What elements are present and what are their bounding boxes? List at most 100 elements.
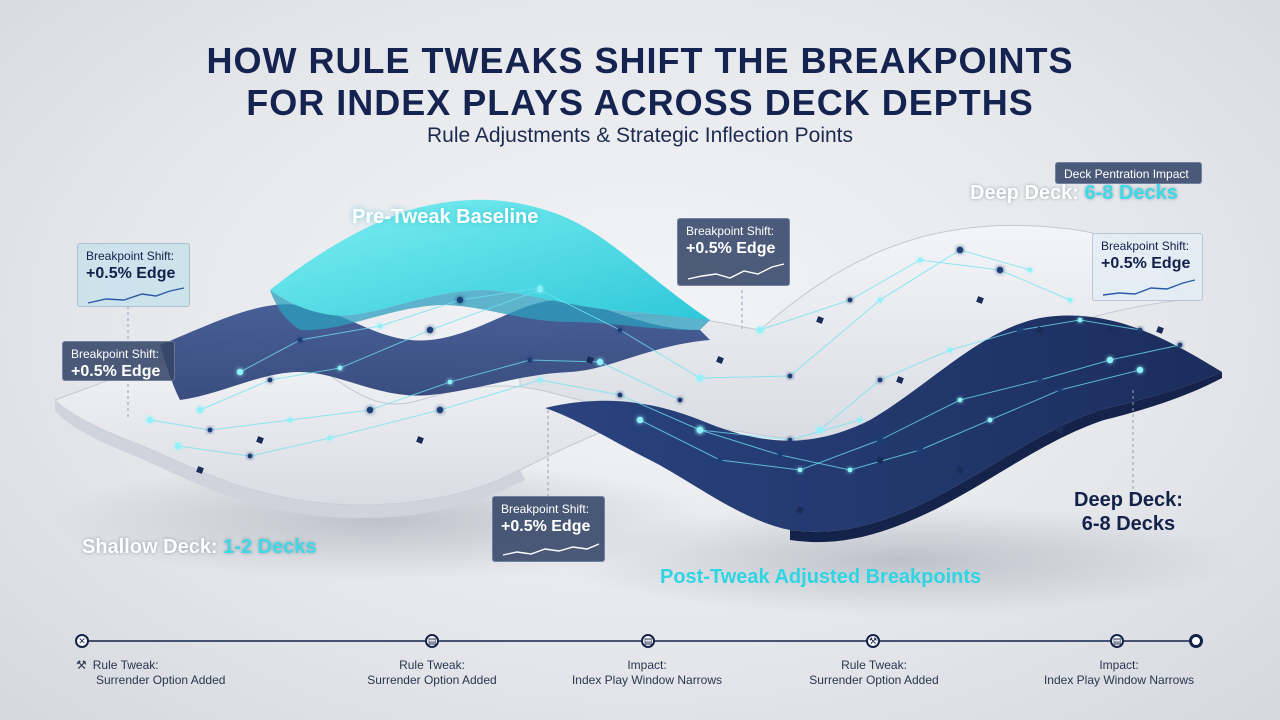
deep-deck-right-line-2: 6-8 Decks bbox=[1081, 513, 1176, 535]
deep-deck-right-label: Deep Deck: 6-8 Decks bbox=[1074, 488, 1183, 536]
network-node bbox=[366, 406, 374, 414]
network-node bbox=[236, 368, 244, 376]
network-node bbox=[756, 326, 764, 334]
floating-cube bbox=[586, 356, 594, 364]
timeline-item-title: Impact: bbox=[627, 658, 667, 672]
floating-cube bbox=[1106, 326, 1114, 334]
post-tweak-label: Post-Tweak Adjusted Breakpoints bbox=[660, 566, 982, 588]
deck-penetration-box: Deck Pentration Impact bbox=[1055, 162, 1202, 184]
network-node bbox=[426, 326, 434, 334]
network-node bbox=[947, 347, 953, 353]
timeline-node-2[interactable]: ▤ bbox=[425, 634, 439, 648]
network-node bbox=[816, 426, 824, 434]
network-node bbox=[377, 323, 383, 329]
network-node bbox=[777, 452, 783, 458]
timeline-item-desc: Surrender Option Added bbox=[96, 673, 226, 687]
timeline-item-1: ⚒ Rule Tweak: Surrender Option Added bbox=[76, 658, 246, 688]
network-node bbox=[1106, 356, 1114, 364]
floating-cube bbox=[416, 436, 424, 444]
network-node bbox=[297, 337, 303, 343]
callout-value: +0.5% Edge bbox=[71, 363, 161, 380]
network-node bbox=[797, 467, 803, 473]
floating-cube bbox=[1156, 326, 1164, 334]
shallow-deck-prefix: Shallow Deck: bbox=[82, 536, 224, 558]
network-node bbox=[1077, 317, 1083, 323]
network-node bbox=[1137, 327, 1143, 333]
network-node bbox=[174, 442, 182, 450]
callout-label: Breakpoint Shift: bbox=[686, 224, 775, 238]
network-layer bbox=[146, 246, 1183, 514]
floating-cube bbox=[896, 376, 904, 384]
network-node bbox=[956, 246, 964, 254]
network-node bbox=[636, 416, 644, 424]
timeline-item-desc: Surrender Option Added bbox=[367, 673, 497, 687]
network-node bbox=[1136, 366, 1144, 374]
post-tweak-edge bbox=[790, 372, 1222, 543]
floating-cube bbox=[976, 296, 984, 304]
network-node bbox=[327, 435, 333, 441]
timeline-node-4[interactable]: ⚒ bbox=[866, 634, 880, 648]
timeline-item-2: Rule Tweak: Surrender Option Added bbox=[352, 658, 512, 688]
floating-cube bbox=[196, 466, 204, 474]
timeline-item-desc: Surrender Option Added bbox=[809, 673, 939, 687]
network-node bbox=[287, 417, 293, 423]
floating-cube bbox=[876, 456, 884, 464]
network-node bbox=[677, 397, 683, 403]
deep-deck-top-value: 6-8 Decks bbox=[1084, 182, 1178, 204]
sparkline-icon bbox=[87, 287, 185, 304]
network-link bbox=[639, 344, 1181, 471]
network-node bbox=[447, 379, 453, 385]
floating-cube bbox=[1036, 326, 1044, 334]
timeline-item-title: Impact: bbox=[1099, 658, 1139, 672]
network-node bbox=[537, 377, 543, 383]
network-node bbox=[146, 416, 154, 424]
callout-label: Breakpoint Shift: bbox=[1101, 239, 1190, 253]
sparkline-icon bbox=[1102, 279, 1196, 296]
network-node bbox=[537, 285, 543, 291]
light-surface-edge bbox=[55, 400, 525, 518]
title-line-1: HOW RULE TWEAKS SHIFT THE BREAKPOINTS bbox=[206, 40, 1074, 81]
floating-cube bbox=[256, 436, 264, 444]
callout-value: +0.5% Edge bbox=[501, 518, 591, 535]
sparkline-icon bbox=[502, 543, 600, 556]
timeline-end-node[interactable] bbox=[1189, 634, 1203, 648]
callout-label: Breakpoint Shift: bbox=[71, 347, 160, 361]
network-node bbox=[436, 406, 444, 414]
network-node bbox=[456, 296, 464, 304]
callout-value: +0.5% Edge bbox=[1101, 255, 1191, 272]
page-subtitle: Rule Adjustments & Strategic Inflection … bbox=[426, 124, 854, 147]
timeline-item-desc: Index Play Window Narrows bbox=[571, 673, 723, 687]
network-node bbox=[876, 436, 884, 444]
deep-deck-top-label: Deep Deck: 6-8 Decks bbox=[970, 182, 1178, 205]
network-node bbox=[717, 457, 723, 463]
breakpoint-callout-5: Breakpoint Shift: +0.5% Edge bbox=[1092, 233, 1203, 301]
floating-cube bbox=[716, 356, 724, 364]
timeline-node-3[interactable]: ▤ bbox=[641, 634, 655, 648]
deep-deck-right-line-1: Deep Deck: bbox=[1074, 489, 1183, 511]
page-title: HOW RULE TWEAKS SHIFT THE BREAKPOINTS FO… bbox=[0, 40, 1280, 124]
network-node bbox=[917, 257, 923, 263]
network-node bbox=[787, 373, 793, 379]
floating-cube bbox=[956, 466, 964, 474]
pre-tweak-surface bbox=[270, 199, 710, 320]
shallow-deck-value: 1-2 Decks bbox=[223, 536, 317, 558]
timeline-item-desc: Index Play Window Narrows bbox=[1043, 673, 1195, 687]
timeline-item-title: ⚒ Rule Tweak: bbox=[76, 658, 159, 672]
hammer-icon: ⚒ bbox=[76, 658, 87, 672]
breakpoint-callout-1: Breakpoint Shift: +0.5% Edge bbox=[77, 243, 190, 307]
timeline-start-node[interactable]: ✕ bbox=[75, 634, 89, 648]
timeline-node-5[interactable]: ▤ bbox=[1110, 634, 1124, 648]
network-node bbox=[1067, 297, 1073, 303]
callout-label: Breakpoint Shift: bbox=[86, 249, 175, 263]
deck-penetration-label: Deck Pentration Impact bbox=[1064, 167, 1189, 181]
network-node bbox=[267, 377, 273, 383]
network-node bbox=[1016, 326, 1024, 334]
floating-cube bbox=[816, 316, 824, 324]
network-node bbox=[987, 417, 993, 423]
timeline-item-title: Rule Tweak: bbox=[399, 658, 465, 672]
floating-cube bbox=[796, 506, 804, 514]
ground-shadow-right bbox=[560, 505, 1240, 615]
network-node bbox=[1027, 267, 1033, 273]
